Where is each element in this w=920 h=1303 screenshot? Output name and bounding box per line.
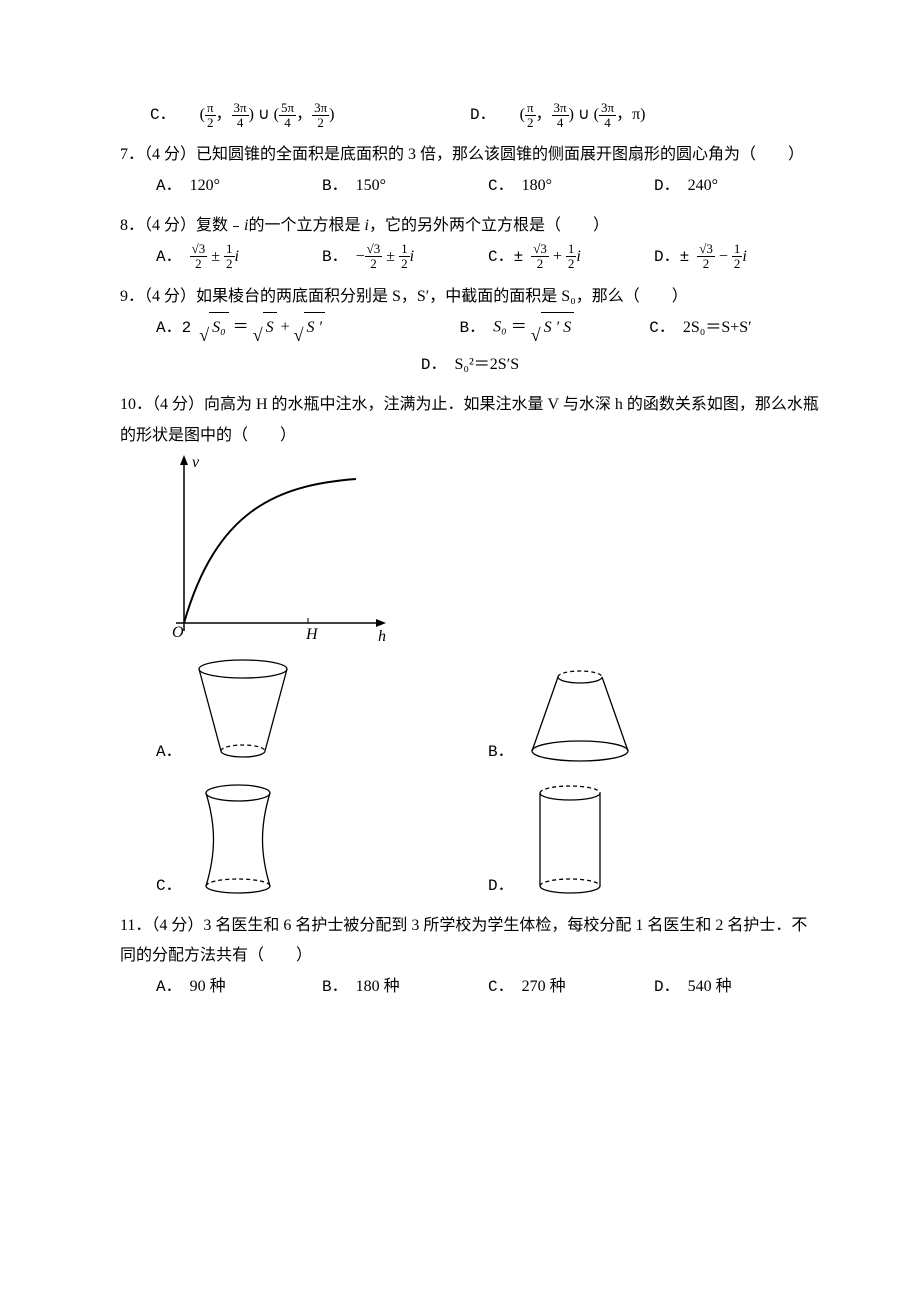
q7-optC: C．180° <box>488 171 654 201</box>
q10-optB-label: B． <box>488 737 514 767</box>
label-H: H <box>305 626 319 643</box>
label-v: v <box>192 454 200 471</box>
vessel-B <box>520 667 640 767</box>
q6-optC-label: C． <box>150 100 176 130</box>
q10-graph: v O H h <box>120 451 820 651</box>
q11-optA: A．90 种 <box>156 972 322 1002</box>
vessel-D <box>520 781 620 901</box>
q10-row2: C． D． <box>120 781 820 901</box>
q6-optD-math: (π2，3π4) ∪ (3π4，π) <box>520 100 646 130</box>
label-h: h <box>378 628 386 645</box>
q11-stem: 11．（4 分）3 名医生和 6 名护士被分配到 3 所学校为学生体检，每校分配… <box>120 911 820 972</box>
q7-optB: B．150° <box>322 171 488 201</box>
q9-optA: A．2 √S₀ ＝ √S + √S ′ <box>156 312 460 343</box>
q7-options: A．120° B．150° C．180° D．240° <box>120 171 820 201</box>
q11-optB: B．180 种 <box>322 972 488 1002</box>
q6-options-row: C． (π2，3π4) ∪ (5π4，3π2) D． (π2，3π4) ∪ (3… <box>120 100 820 130</box>
q10-row1: A． B． <box>120 657 820 767</box>
q9-options-row2: D． S₀²＝2S′S <box>120 350 820 380</box>
vessel-C <box>188 781 288 901</box>
q9-optB: B． S₀ ＝ √S ′ S <box>460 312 650 343</box>
q8-optC: C．± √32 + 12i <box>488 242 654 272</box>
q6-optC-math: (π2，3π4) ∪ (5π4，3π2) <box>200 100 335 130</box>
q8-optA: A． √32 ± 12i <box>156 242 322 272</box>
q7-optD: D．240° <box>654 171 820 201</box>
q10-optD-label: D． <box>488 871 514 901</box>
q9-stem: 9．（4 分）如果棱台的两底面积分别是 S，S′，中截面的面积是 S₀，那么（ … <box>120 282 820 312</box>
vessel-A <box>188 657 298 767</box>
q7-optA: A．120° <box>156 171 322 201</box>
q10-stem: 10．（4 分）向高为 H 的水瓶中注水，注满为止．如果注水量 V 与水深 h … <box>120 390 820 451</box>
q9-options-row1: A．2 √S₀ ＝ √S + √S ′ B． S₀ ＝ √S ′ S C． 2S… <box>120 312 820 343</box>
q10-optC-label: C． <box>156 871 182 901</box>
graph-svg: v O H h <box>156 451 396 651</box>
q9-optC: C． 2S₀＝S+S′ <box>649 313 820 343</box>
q8-optD: D．± √32 − 12i <box>654 242 820 272</box>
q8-stem: 8．（4 分）复数﹣i的一个立方根是 i，它的另外两个立方根是（ ） <box>120 211 820 241</box>
q11-optD: D．540 种 <box>654 972 820 1002</box>
q10-optA-label: A． <box>156 737 182 767</box>
q8-optB: B． −√32 ± 12i <box>322 242 488 272</box>
q6-optD-label: D． <box>470 100 496 130</box>
q8-options: A． √32 ± 12i B． −√32 ± 12i C．± √32 + 12i… <box>120 242 820 272</box>
q11-optC: C．270 种 <box>488 972 654 1002</box>
label-O: O <box>172 624 184 641</box>
q9-optD: D． S₀²＝2S′S <box>421 350 519 380</box>
q7-stem: 7．（4 分）已知圆锥的全面积是底面积的 3 倍，那么该圆锥的侧面展开图扇形的圆… <box>120 140 820 170</box>
q11-options: A．90 种 B．180 种 C．270 种 D．540 种 <box>120 972 820 1002</box>
